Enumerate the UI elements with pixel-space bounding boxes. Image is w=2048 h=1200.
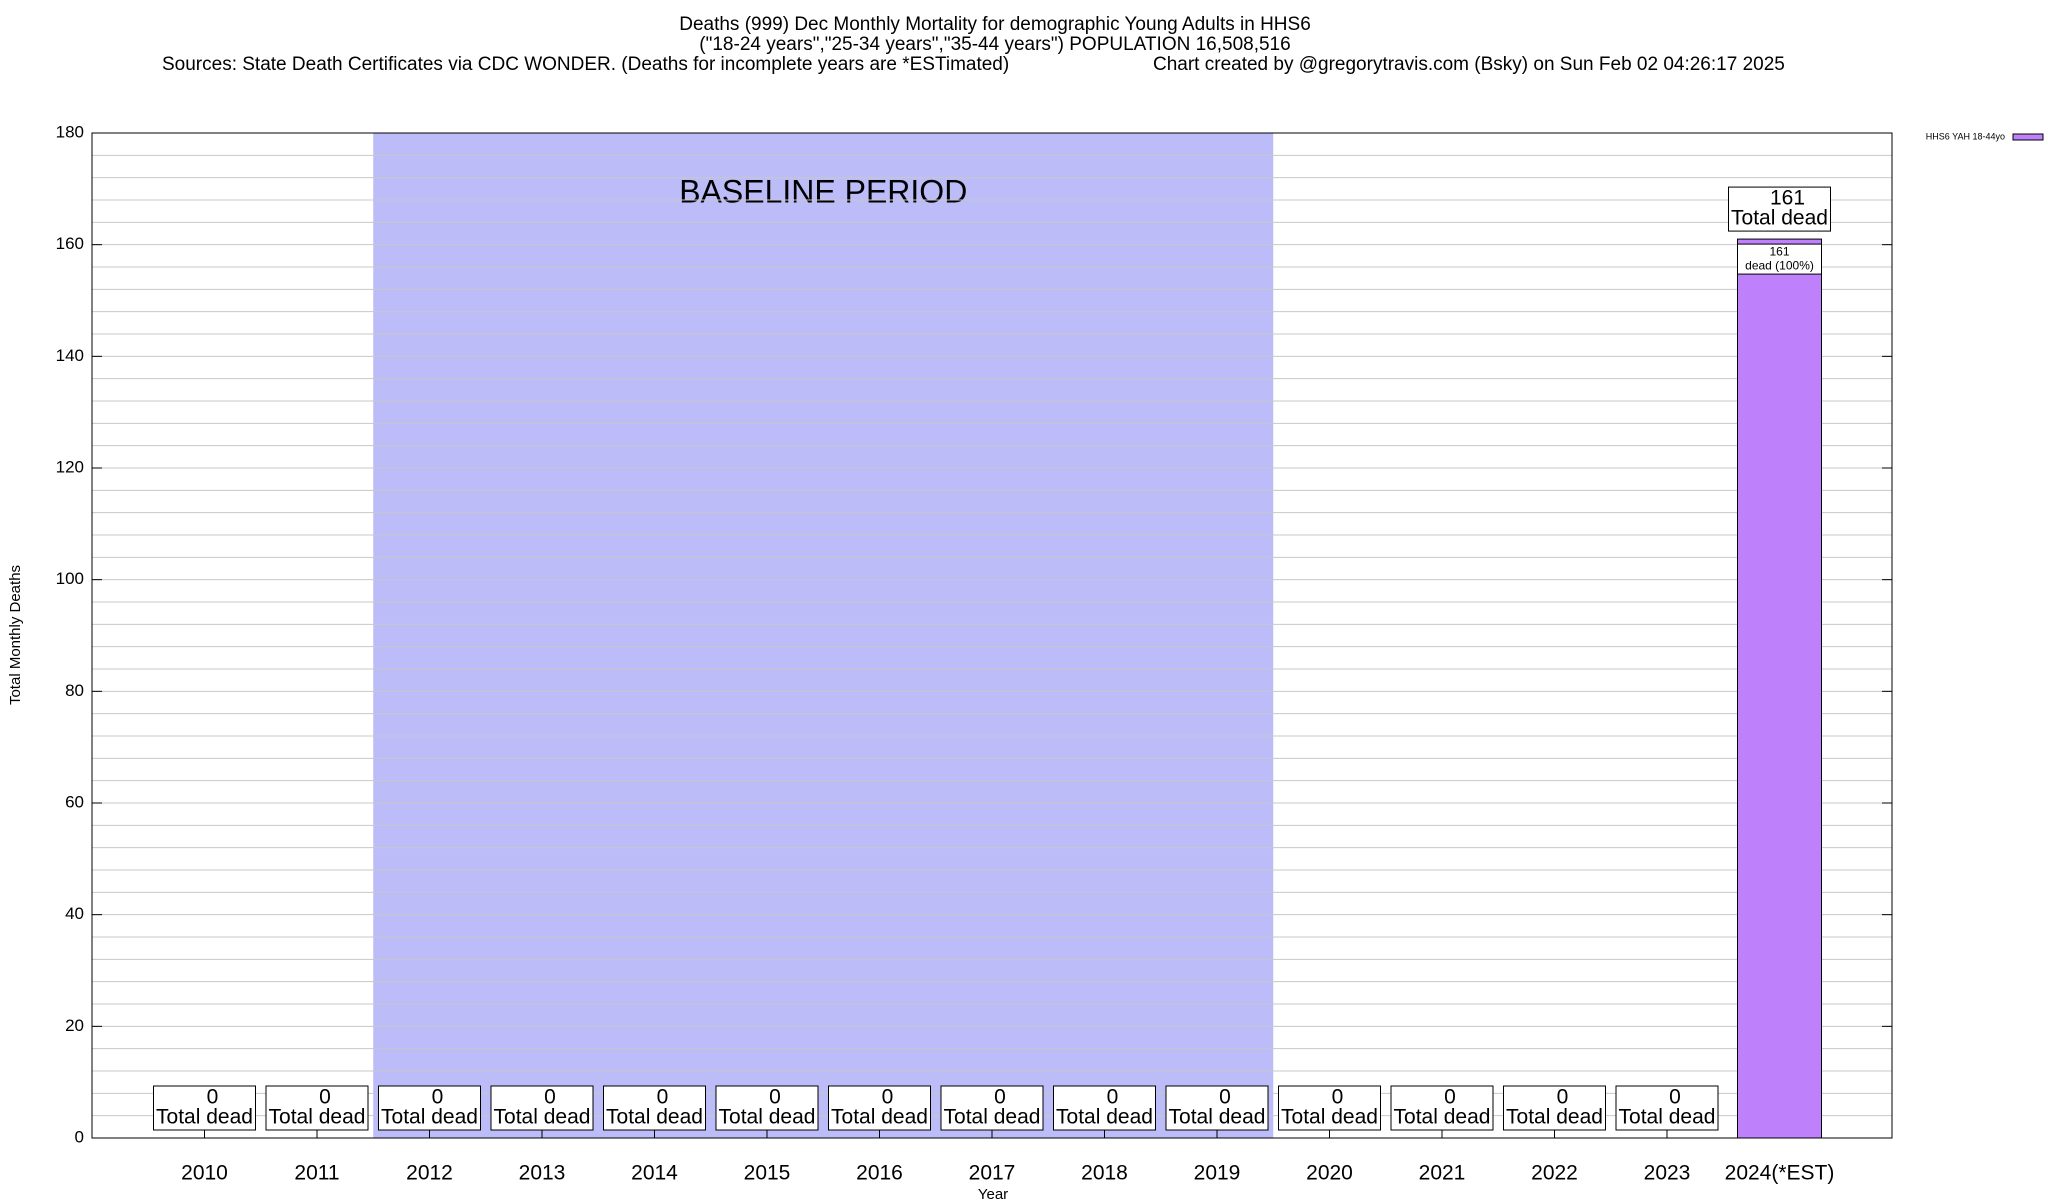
value-label: 0 [432, 1086, 444, 1109]
value-label-text: Total dead [1056, 1106, 1153, 1129]
legend-label: HHS6 YAH 18-44yo [1926, 131, 2005, 141]
value-label-text: Total dead [269, 1106, 366, 1129]
chart-subtitle: ("18-24 years","25-34 years","35-44 year… [699, 34, 1290, 55]
y-tick-label: 60 [65, 792, 84, 811]
x-tick-label: 2022 [1531, 1162, 1578, 1185]
baseline-label: BASELINE PERIOD [679, 173, 967, 209]
label-box [715, 1085, 819, 1131]
x-tick-label: 2017 [969, 1162, 1016, 1185]
value-label-text: Total dead [1169, 1106, 1266, 1129]
value-label: 161 [1770, 187, 1805, 210]
x-tick-label: 2019 [1194, 1162, 1241, 1185]
x-tick-label: 2015 [744, 1162, 791, 1185]
label-box [828, 1085, 931, 1131]
x-tick-label: 2018 [1081, 1162, 1128, 1185]
value-label-text: Total dead [494, 1106, 591, 1129]
value-label-text: Total dead [944, 1106, 1041, 1129]
source: Sources: State Death Certificates via CD… [162, 54, 1009, 75]
chart-title: Deaths (999) Dec Monthly Mortality for d… [679, 14, 1311, 35]
value-label-text: Total dead [831, 1106, 928, 1129]
value-label-text: Total dead [1619, 1106, 1716, 1129]
x-tick-label: 2013 [519, 1162, 566, 1185]
y-tick-label: 40 [65, 904, 84, 923]
label-box [1615, 1085, 1719, 1131]
inner-label-text: dead (100%) [1745, 258, 1814, 272]
inner-value-label: 161 [1769, 244, 1789, 258]
value-label-text: Total dead [1394, 1106, 1491, 1129]
y-tick-label: 160 [56, 234, 84, 253]
value-label: 0 [1107, 1086, 1119, 1109]
label-box [1053, 1085, 1156, 1131]
label-box [378, 1085, 481, 1131]
value-label-text: Total dead [1281, 1106, 1378, 1129]
value-label: 0 [1444, 1086, 1456, 1109]
value-label: 0 [1669, 1086, 1681, 1109]
y-tick-label: 20 [65, 1016, 84, 1035]
label-box [1165, 1085, 1269, 1131]
bar [1737, 238, 1822, 1139]
label-box [603, 1085, 706, 1131]
x-tick-label: 2010 [181, 1162, 228, 1185]
label-box [265, 1085, 369, 1131]
value-label: 0 [657, 1086, 669, 1109]
value-label: 0 [1219, 1086, 1231, 1109]
legend-swatch [2012, 133, 2044, 141]
y-tick-label: 140 [56, 346, 84, 365]
x-tick-label: 2021 [1419, 1162, 1466, 1185]
value-label: 0 [319, 1086, 331, 1109]
label-box [490, 1085, 594, 1131]
value-label-text: Total dead [1731, 207, 1828, 230]
inner-label-box [1737, 243, 1822, 275]
label-box [1390, 1085, 1494, 1131]
value-label: 0 [769, 1086, 781, 1109]
y-axis-title: Total Monthly Deaths [7, 565, 24, 705]
y-tick-label: 180 [56, 122, 84, 141]
value-label-text: Total dead [719, 1106, 816, 1129]
x-tick-label: 2012 [406, 1162, 453, 1185]
value-label: 0 [544, 1086, 556, 1109]
value-label: 0 [882, 1086, 894, 1109]
x-tick-label: 2016 [856, 1162, 903, 1185]
y-tick-label: 120 [56, 457, 84, 476]
label-box [940, 1085, 1044, 1131]
credit: Chart created by @gregorytravis.com (Bsk… [1153, 54, 1785, 75]
value-label: 0 [994, 1086, 1006, 1109]
value-label-text: Total dead [156, 1106, 253, 1129]
y-tick-label: 80 [65, 681, 84, 700]
value-label: 0 [1332, 1086, 1344, 1109]
label-box [1278, 1085, 1381, 1131]
value-label: 0 [1557, 1086, 1569, 1109]
value-label-text: Total dead [1506, 1106, 1603, 1129]
label-box [153, 1085, 256, 1131]
x-tick-label: 2011 [294, 1162, 339, 1185]
label-box [1503, 1085, 1606, 1131]
value-label-text: Total dead [606, 1106, 703, 1129]
x-axis-title: Year [978, 1186, 1008, 1200]
y-tick-label: 0 [75, 1127, 84, 1146]
baseline-region [373, 133, 1274, 1138]
x-tick-label: 2023 [1644, 1162, 1691, 1185]
value-label: 0 [207, 1086, 219, 1109]
x-tick-label: 2014 [631, 1162, 678, 1185]
label-box [1728, 186, 1831, 232]
y-tick-label: 100 [56, 569, 84, 588]
value-label-text: Total dead [381, 1106, 478, 1129]
x-tick-label: 2024(*EST) [1725, 1162, 1835, 1185]
x-tick-label: 2020 [1306, 1162, 1353, 1185]
